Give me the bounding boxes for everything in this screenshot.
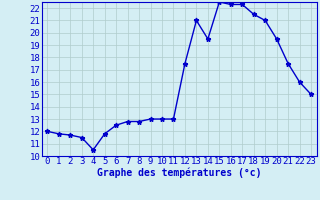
X-axis label: Graphe des températures (°c): Graphe des températures (°c) <box>97 168 261 178</box>
